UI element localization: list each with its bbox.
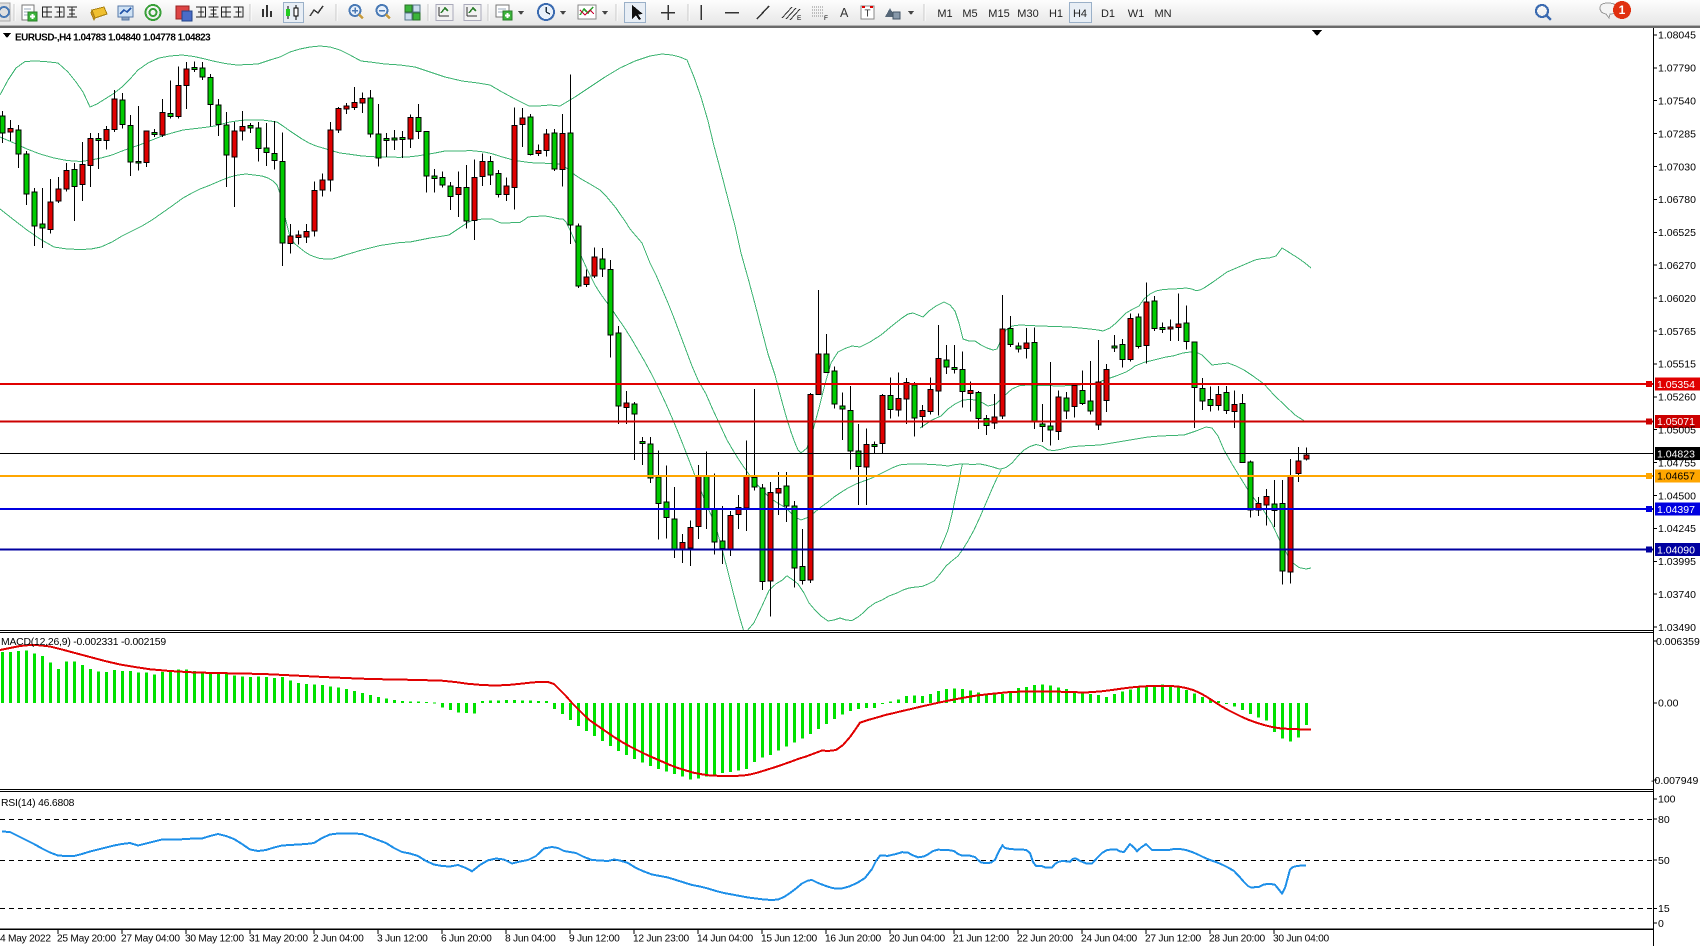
svg-text:1.04500: 1.04500	[1658, 490, 1696, 502]
svg-text:27 May 04:00: 27 May 04:00	[121, 934, 180, 945]
svg-text:6 Jun 20:00: 6 Jun 20:00	[441, 934, 492, 945]
svg-text:1.05260: 1.05260	[1658, 392, 1696, 404]
svg-text:1.04755: 1.04755	[1658, 457, 1696, 469]
svg-text:MN: MN	[1154, 8, 1171, 20]
svg-text:28 Jun 20:00: 28 Jun 20:00	[1209, 934, 1265, 945]
svg-text:1.03740: 1.03740	[1658, 589, 1696, 601]
svg-text:24 Jun 04:00: 24 Jun 04:00	[1081, 934, 1137, 945]
svg-text:1.05765: 1.05765	[1658, 326, 1696, 338]
svg-text:1.03490: 1.03490	[1658, 622, 1696, 634]
svg-text:F: F	[824, 15, 828, 22]
svg-text:80: 80	[1658, 814, 1670, 826]
svg-text:H1: H1	[1049, 8, 1063, 20]
svg-text:31 May 20:00: 31 May 20:00	[249, 934, 308, 945]
svg-text:-0.007949: -0.007949	[1651, 775, 1698, 787]
svg-text:14 Jun 04:00: 14 Jun 04:00	[697, 934, 753, 945]
svg-text:1.07030: 1.07030	[1658, 161, 1696, 173]
svg-text:1.04657: 1.04657	[1657, 471, 1695, 483]
svg-text:D1: D1	[1101, 8, 1115, 20]
svg-text:1.05071: 1.05071	[1657, 416, 1695, 428]
svg-text:9 Jun 12:00: 9 Jun 12:00	[569, 934, 620, 945]
svg-text:2 Jun 04:00: 2 Jun 04:00	[313, 934, 364, 945]
svg-text:1.07540: 1.07540	[1658, 96, 1696, 108]
svg-text:50: 50	[1658, 855, 1670, 867]
svg-text:100: 100	[1658, 794, 1676, 806]
svg-text:4 May 2022: 4 May 2022	[0, 934, 51, 945]
svg-text:1.06525: 1.06525	[1658, 227, 1696, 239]
svg-text:30 May 12:00: 30 May 12:00	[185, 934, 244, 945]
svg-text:M30: M30	[1017, 8, 1038, 20]
svg-text:RSI(14) 46.6808: RSI(14) 46.6808	[1, 798, 75, 809]
svg-text:1: 1	[1619, 3, 1626, 17]
svg-text:1.06780: 1.06780	[1658, 194, 1696, 206]
svg-text:16 Jun 20:00: 16 Jun 20:00	[825, 934, 881, 945]
svg-text:1.04823: 1.04823	[1657, 448, 1695, 460]
svg-text:27 Jun 12:00: 27 Jun 12:00	[1145, 934, 1201, 945]
svg-text:1.04245: 1.04245	[1658, 523, 1696, 535]
svg-text:0.00: 0.00	[1658, 698, 1679, 710]
svg-text:EURUSD-,H4 1.04783 1.04840 1.: EURUSD-,H4 1.04783 1.04840 1.04778 1.048…	[15, 33, 211, 44]
svg-text:0.006359: 0.006359	[1656, 636, 1700, 648]
svg-text:E: E	[797, 15, 802, 22]
svg-text:1.03995: 1.03995	[1658, 556, 1696, 568]
svg-text:12 Jun 23:00: 12 Jun 23:00	[633, 934, 689, 945]
svg-text:25 May 20:00: 25 May 20:00	[57, 934, 116, 945]
svg-text:22 Jun 20:00: 22 Jun 20:00	[1017, 934, 1073, 945]
svg-text:8 Jun 04:00: 8 Jun 04:00	[505, 934, 556, 945]
svg-text:3 Jun 12:00: 3 Jun 12:00	[377, 934, 428, 945]
svg-text:15: 15	[1658, 903, 1670, 915]
svg-text:1.04397: 1.04397	[1657, 504, 1695, 516]
svg-text:1.06020: 1.06020	[1658, 293, 1696, 305]
svg-text:1.08045: 1.08045	[1658, 30, 1696, 42]
svg-text:A: A	[840, 6, 849, 20]
svg-text:1.07285: 1.07285	[1658, 128, 1696, 140]
svg-text:W1: W1	[1128, 8, 1145, 20]
svg-text:20 Jun 04:00: 20 Jun 04:00	[889, 934, 945, 945]
svg-text:M1: M1	[937, 8, 952, 20]
svg-text:1.05005: 1.05005	[1658, 425, 1696, 437]
svg-text:1.07790: 1.07790	[1658, 63, 1696, 75]
svg-text:15 Jun 12:00: 15 Jun 12:00	[761, 934, 817, 945]
svg-text:MACD(12,26,9) -0.002331 -0.002: MACD(12,26,9) -0.002331 -0.002159	[1, 637, 166, 648]
svg-text:M5: M5	[962, 8, 977, 20]
svg-text:21 Jun 12:00: 21 Jun 12:00	[953, 934, 1009, 945]
svg-text:1.05515: 1.05515	[1658, 359, 1696, 371]
svg-text:H4: H4	[1073, 8, 1087, 20]
svg-text:0: 0	[1658, 918, 1664, 930]
svg-text:30 Jun 04:00: 30 Jun 04:00	[1273, 934, 1329, 945]
svg-text:M15: M15	[988, 8, 1009, 20]
svg-text:T: T	[864, 9, 870, 20]
svg-text:1.05354: 1.05354	[1657, 379, 1695, 391]
svg-text:1.04090: 1.04090	[1657, 544, 1695, 556]
svg-text:1.06270: 1.06270	[1658, 260, 1696, 272]
